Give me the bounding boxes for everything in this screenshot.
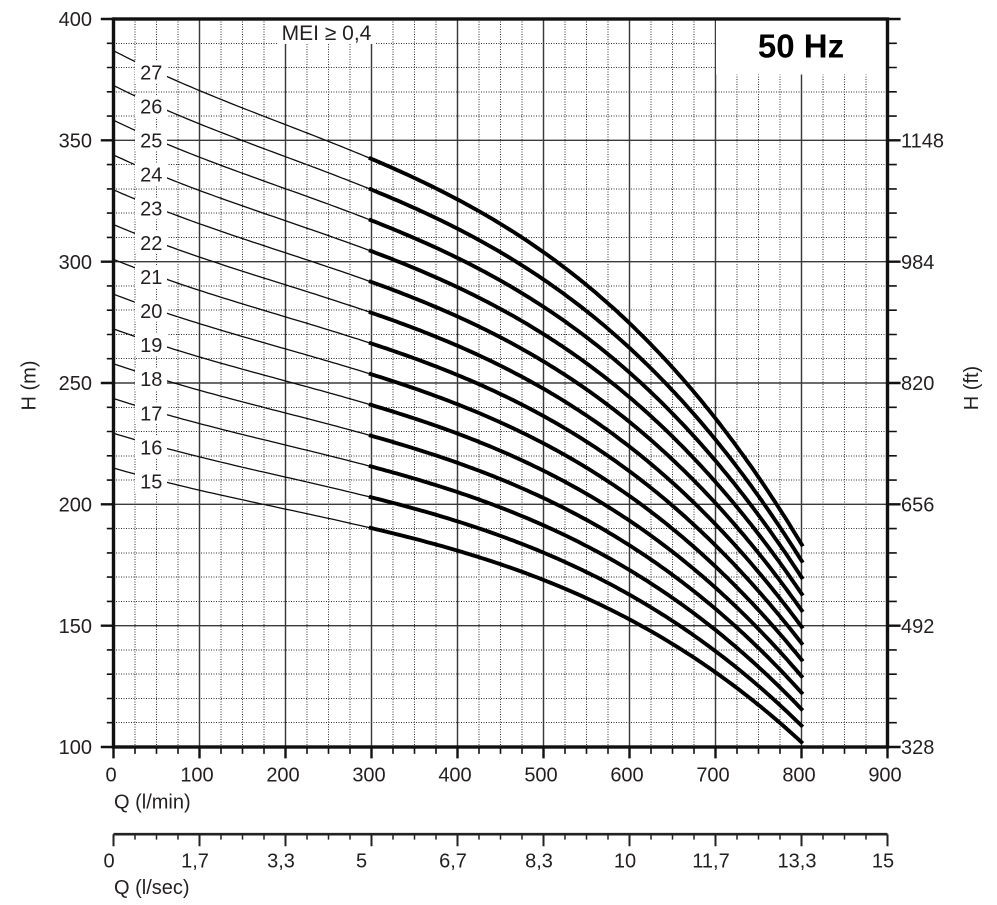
svg-text:100: 100: [59, 737, 92, 759]
svg-text:900: 900: [868, 765, 901, 787]
svg-text:800: 800: [782, 765, 815, 787]
svg-text:15: 15: [872, 851, 894, 873]
svg-text:Q (l/sec): Q (l/sec): [114, 877, 190, 899]
svg-text:656: 656: [901, 495, 934, 517]
svg-text:400: 400: [438, 765, 471, 787]
svg-text:24: 24: [140, 165, 162, 187]
svg-text:16: 16: [140, 437, 162, 459]
svg-text:328: 328: [901, 737, 934, 759]
svg-text:300: 300: [59, 252, 92, 274]
svg-text:27: 27: [140, 62, 162, 84]
svg-text:6,7: 6,7: [439, 851, 467, 873]
svg-text:17: 17: [140, 403, 162, 425]
svg-text:200: 200: [266, 765, 299, 787]
svg-text:MEI ≥ 0,4: MEI ≥ 0,4: [282, 22, 372, 45]
svg-text:150: 150: [59, 616, 92, 638]
svg-text:13,3: 13,3: [778, 851, 817, 873]
svg-text:300: 300: [352, 765, 385, 787]
svg-text:700: 700: [696, 765, 729, 787]
svg-text:5: 5: [356, 851, 367, 873]
svg-text:350: 350: [59, 131, 92, 153]
svg-text:18: 18: [140, 369, 162, 391]
svg-text:10: 10: [614, 851, 636, 873]
svg-text:400: 400: [59, 9, 92, 31]
svg-text:492: 492: [901, 616, 934, 638]
svg-text:Q (l/min): Q (l/min): [114, 792, 191, 814]
svg-text:984: 984: [901, 252, 934, 274]
svg-text:100: 100: [180, 765, 213, 787]
svg-text:0: 0: [105, 765, 116, 787]
svg-text:820: 820: [901, 373, 934, 395]
svg-text:500: 500: [524, 765, 557, 787]
svg-text:15: 15: [140, 472, 162, 494]
svg-text:600: 600: [610, 765, 643, 787]
svg-text:1,7: 1,7: [181, 851, 209, 873]
svg-text:0: 0: [103, 851, 114, 873]
svg-text:H (ft): H (ft): [961, 366, 983, 410]
svg-text:19: 19: [140, 335, 162, 357]
svg-text:11,7: 11,7: [692, 851, 729, 873]
svg-text:21: 21: [140, 267, 162, 289]
svg-text:22: 22: [140, 233, 162, 255]
svg-text:23: 23: [140, 199, 162, 221]
svg-text:26: 26: [140, 97, 162, 119]
svg-text:50 Hz: 50 Hz: [758, 28, 844, 65]
svg-text:250: 250: [59, 373, 92, 395]
svg-text:8,3: 8,3: [525, 851, 553, 873]
svg-text:25: 25: [140, 131, 162, 153]
svg-text:H (m): H (m): [19, 361, 41, 411]
svg-text:1148: 1148: [901, 131, 944, 153]
svg-text:3,3: 3,3: [267, 851, 295, 873]
svg-text:200: 200: [59, 495, 92, 517]
svg-text:20: 20: [140, 301, 162, 323]
